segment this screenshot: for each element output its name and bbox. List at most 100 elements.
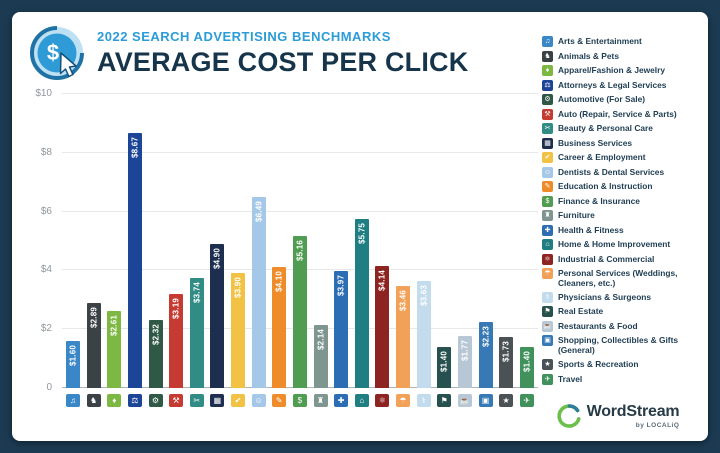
- wrench-icon: ⚒: [542, 108, 553, 120]
- bar: $4.90: [210, 243, 225, 388]
- paw-icon: ♞: [86, 394, 101, 407]
- x-axis-icons: ♫ ♞ ♦ ⚖ ⚙ ⚒ ✂ ▦ ✔ ☺ ✎ $ ♜ ✚ ⌂ ⚛ ☂ ⚕ ⚑ ☕ ▣ ★ ✈: [62, 394, 538, 407]
- legend-label: Industrial & Commercial: [558, 253, 655, 264]
- bar: $4.10: [272, 267, 287, 388]
- airplane-icon: ✈: [542, 373, 553, 385]
- legend-item: ☕ Restaurants & Food: [542, 320, 694, 332]
- sub-brand: by LOCALiQ: [635, 422, 680, 429]
- bar-value-label: $3.19: [171, 298, 181, 320]
- bar-value-label: $2.23: [481, 326, 490, 348]
- house-icon: ⌂: [542, 239, 553, 250]
- legend-item: ♞ Animals & Pets: [542, 50, 694, 62]
- legend-item: $ Finance & Insurance: [542, 195, 694, 207]
- legend-label: Attorneys & Legal Services: [558, 79, 667, 90]
- legend-label: Career & Employment: [558, 152, 646, 162]
- furniture-icon: ♜: [313, 394, 328, 407]
- building-icon: ▦: [542, 137, 553, 149]
- tooth-icon: ☺: [542, 166, 553, 178]
- paw-icon: ♞: [542, 50, 553, 62]
- bar: $8.67: [127, 133, 142, 388]
- legend-label: Personal Services (Weddings, Cleaners, e…: [558, 268, 678, 288]
- diamond-icon: ♦: [107, 394, 122, 407]
- bar: $1.73: [499, 337, 514, 388]
- umbrella-icon: ☂: [396, 394, 410, 407]
- briefcase-icon: ✔: [542, 152, 553, 163]
- bar-value-label: $2.14: [316, 329, 325, 351]
- building-icon: ▦: [210, 394, 225, 407]
- legend-item: ⚖ Attorneys & Legal Services: [542, 79, 694, 91]
- bar-value-label: $1.77: [460, 339, 470, 361]
- sports-icon: ★: [542, 359, 553, 371]
- y-axis-tick-label: 0: [46, 382, 52, 393]
- bar-value-label: $3.90: [233, 277, 243, 299]
- legend-item: ♫ Arts & Entertainment: [542, 36, 694, 47]
- bar: $3.90: [231, 273, 245, 388]
- header: $ 2022 SEARCH ADVERTISING BENCHMARKS AVE…: [30, 26, 468, 80]
- car-icon: ⚙: [148, 394, 163, 407]
- svg-text:$: $: [47, 40, 59, 65]
- food-icon: ☕: [457, 394, 472, 407]
- music-note-icon: ♫: [542, 36, 553, 47]
- bar-value-label: $3.97: [336, 275, 346, 297]
- bar: $2.14: [313, 325, 328, 388]
- bar: $3.46: [396, 286, 410, 388]
- legend-item: ✂ Beauty & Personal Care: [542, 123, 694, 134]
- bar: $1.40: [437, 346, 452, 388]
- dollar-cursor-badge-icon: $: [30, 26, 84, 80]
- bar: $3.63: [416, 281, 431, 388]
- legend-label: Automotive (For Sale): [558, 94, 646, 104]
- bar: $3.19: [169, 294, 184, 388]
- legend-item: ⚛ Industrial & Commercial: [542, 253, 694, 265]
- legend-label: Restaurants & Food: [558, 320, 638, 331]
- legend-label: Apparel/Fashion & Jewelry: [558, 65, 666, 75]
- legend-label: Auto (Repair, Service & Parts): [558, 108, 677, 119]
- medical-icon: ⚕: [416, 394, 431, 407]
- dollar-icon: $: [292, 394, 307, 407]
- legend-label: Physicians & Surgeons: [558, 291, 652, 302]
- wordstream-wordmark: WordStream by LOCALiQ: [587, 403, 680, 429]
- tooth-icon: ☺: [251, 394, 266, 407]
- factory-icon: ⚛: [542, 253, 553, 265]
- legend-label: Dentists & Dental Services: [558, 166, 665, 177]
- sports-icon: ★: [499, 394, 514, 407]
- legend-item: ⚙ Automotive (For Sale): [542, 94, 694, 105]
- bar: $2.23: [478, 322, 493, 388]
- legend-item: ⚑ Real Estate: [542, 306, 694, 318]
- legend-label: Travel: [558, 373, 583, 384]
- scissors-icon: ✂: [189, 394, 204, 407]
- bar-value-label: $2.32: [151, 323, 160, 345]
- bar-value-label: $3.46: [398, 290, 408, 312]
- wrench-icon: ⚒: [169, 394, 184, 407]
- bar-value-label: $5.16: [295, 240, 305, 262]
- bar-value-label: $4.90: [212, 247, 222, 269]
- bar: $3.74: [189, 278, 204, 388]
- legend-label: Beauty & Personal Care: [558, 123, 653, 133]
- title-block: 2022 SEARCH ADVERTISING BENCHMARKS AVERA…: [97, 29, 468, 78]
- bar: $1.60: [66, 340, 80, 388]
- legend-label: Sports & Recreation: [558, 359, 639, 370]
- plot-area: $1.60 $2.89 $2.61 $8.67 $2.32 $3.19 $3.74 $4.90…: [62, 93, 538, 388]
- bar-value-label: $1.40: [439, 350, 449, 372]
- legend-label: Real Estate: [558, 306, 604, 317]
- legend-label: Education & Instruction: [558, 181, 653, 191]
- gift-icon: ▣: [478, 394, 493, 407]
- health-cross-icon: ✚: [542, 224, 553, 236]
- legend-label: Arts & Entertainment: [558, 36, 642, 46]
- wordstream-logo: WordStream by LOCALiQ: [556, 403, 680, 431]
- bars: $1.60 $2.89 $2.61 $8.67 $2.32 $3.19 $3.74 $4.90…: [62, 94, 538, 388]
- infographic-card: $ 2022 SEARCH ADVERTISING BENCHMARKS AVE…: [12, 12, 708, 441]
- legend-label: Finance & Insurance: [558, 195, 640, 206]
- legend-item: ✎ Education & Instruction: [542, 181, 694, 192]
- bar: $4.14: [375, 266, 390, 388]
- legend-label: Business Services: [558, 137, 633, 148]
- pencil-icon: ✎: [272, 394, 287, 407]
- bar-value-label: $6.49: [254, 201, 264, 223]
- brand-name: WordStream: [586, 403, 680, 420]
- gridline: [62, 210, 538, 212]
- bar: $3.97: [334, 271, 349, 388]
- bar-chart: 0 $2 $4 $6 $8 $10 $1.60 $2.89 $2.61 $8.67 $2.32 $3…: [28, 88, 540, 426]
- bar: $5.16: [292, 236, 307, 388]
- wordstream-swoosh-icon: [556, 404, 581, 428]
- pencil-icon: ✎: [542, 181, 553, 192]
- legend-item: ▦ Business Services: [542, 137, 694, 149]
